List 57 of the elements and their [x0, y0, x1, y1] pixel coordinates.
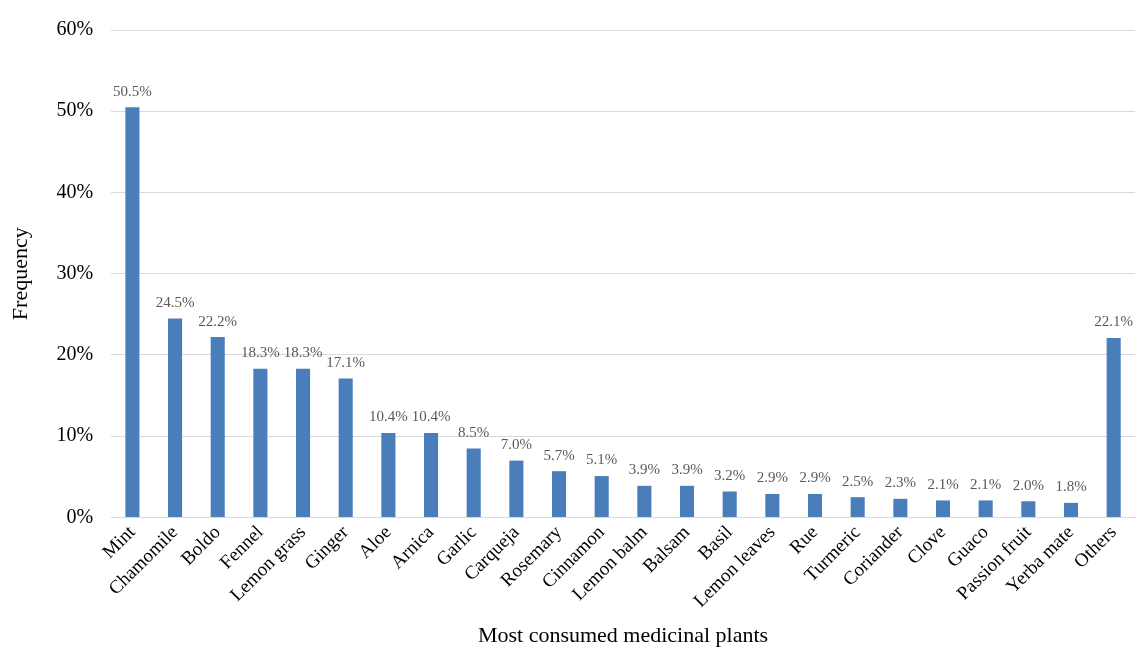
bar: [1021, 501, 1036, 517]
data-label: 5.1%: [586, 451, 618, 468]
data-label: 2.9%: [799, 469, 831, 486]
bar: [338, 378, 353, 517]
bar: [466, 448, 481, 517]
data-label: 5.7%: [543, 446, 575, 463]
data-label: 2.5%: [842, 472, 874, 489]
bar: [893, 498, 908, 517]
bar: [509, 460, 524, 517]
y-tick-label: 20%: [56, 342, 94, 365]
bar: [679, 485, 695, 517]
bar: [125, 107, 140, 517]
x-axis-title: Most consumed medicinal plants: [477, 621, 769, 647]
y-tick-label: 50%: [56, 98, 94, 121]
y-tick-label: 10%: [56, 423, 94, 446]
data-label: 7.0%: [500, 436, 532, 453]
data-label: 22.2%: [198, 312, 238, 329]
data-label: 2.1%: [927, 475, 959, 492]
bar: [1106, 337, 1121, 517]
bar: [765, 493, 780, 517]
data-label: 3.9%: [671, 461, 703, 478]
bar: [935, 500, 951, 517]
data-label: 2.3%: [884, 474, 916, 491]
y-tick-label: 40%: [56, 179, 94, 202]
data-label: 10.4%: [411, 408, 451, 425]
data-label: 2.9%: [756, 469, 788, 486]
bar: [807, 493, 823, 517]
bar: [253, 368, 268, 517]
bar: [381, 433, 396, 517]
bar: [850, 497, 865, 517]
data-label: 17.1%: [326, 354, 366, 370]
y-axis-title: Frequency: [6, 227, 32, 321]
data-label: 3.9%: [628, 461, 660, 478]
data-label: 24.5%: [155, 293, 195, 310]
data-label: 2.0%: [1012, 476, 1044, 493]
data-label: 10.4%: [369, 408, 408, 425]
data-label: 3.2%: [714, 466, 746, 483]
bar: [1063, 502, 1079, 517]
y-tick-label: 60%: [56, 17, 94, 40]
bar: [594, 476, 609, 517]
data-label: 50.5%: [113, 82, 152, 99]
bar: [296, 368, 311, 517]
bar: [424, 433, 439, 517]
data-label: 22.1%: [1094, 313, 1134, 330]
data-label: 18.3%: [283, 344, 323, 361]
data-label: 2.1%: [970, 475, 1002, 492]
data-label: 1.8%: [1055, 478, 1087, 495]
bar: [637, 485, 652, 517]
bar: [722, 491, 737, 517]
bar: [168, 318, 183, 517]
bar: [978, 500, 993, 517]
data-label: 8.5%: [458, 423, 490, 440]
data-label: 18.3%: [241, 344, 280, 361]
bar: [210, 337, 225, 517]
y-tick-label: 30%: [56, 261, 94, 283]
bar: [551, 471, 567, 517]
y-tick-label: 0%: [66, 504, 94, 527]
